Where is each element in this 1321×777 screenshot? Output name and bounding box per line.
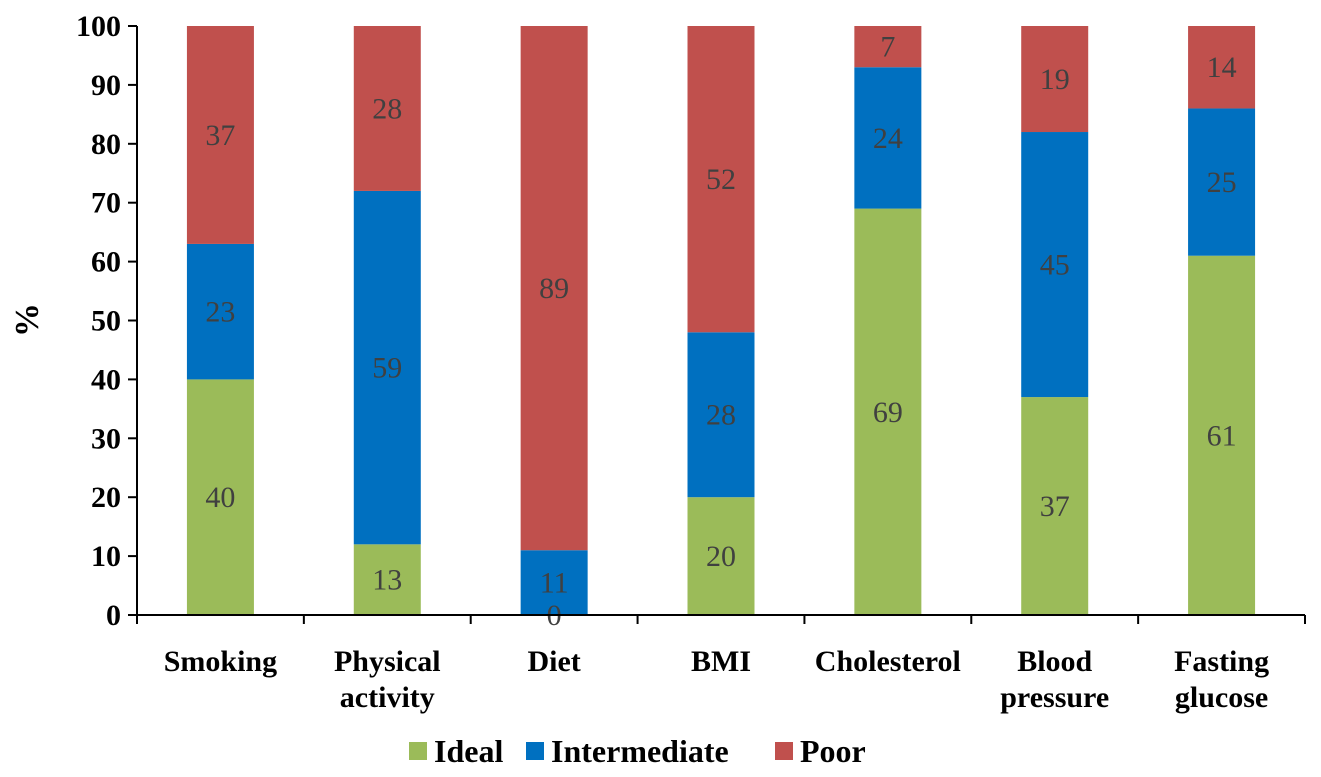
bar-segment-poor xyxy=(854,26,922,68)
data-label: 11 xyxy=(540,567,569,600)
data-label: 14 xyxy=(1207,51,1237,84)
data-label: 24 xyxy=(873,122,903,155)
x-tick-label: Diet xyxy=(527,645,580,678)
bars xyxy=(186,26,1256,615)
legend-swatch-intermediate xyxy=(526,742,544,760)
x-tick-label: Physical xyxy=(334,645,441,678)
y-tick-label: 90 xyxy=(91,69,121,102)
legend-label-ideal: Ideal xyxy=(434,733,503,769)
bar-segment-poor xyxy=(1021,26,1089,133)
bar-segment-ideal xyxy=(854,208,922,615)
x-tick-label: activity xyxy=(340,681,435,714)
data-label: 20 xyxy=(706,540,736,573)
bar-segment-intermediate xyxy=(520,550,588,615)
x-tick-label: pressure xyxy=(1000,681,1109,714)
bar-segment-ideal xyxy=(1021,397,1089,615)
data-label: 45 xyxy=(1040,249,1070,282)
y-tick-label: 30 xyxy=(91,422,121,455)
data-label: 13 xyxy=(372,564,402,597)
data-label: 28 xyxy=(372,92,402,125)
bar-segment-poor xyxy=(687,26,755,333)
y-axis-label: % xyxy=(9,303,46,337)
data-label: 59 xyxy=(372,352,402,385)
y-tick-label: 70 xyxy=(91,187,121,220)
y-tick-label: 60 xyxy=(91,246,121,279)
data-label: 40 xyxy=(205,481,235,514)
bar-segment-intermediate xyxy=(687,332,755,498)
data-label: 52 xyxy=(706,163,736,196)
y-tick-label: 40 xyxy=(91,363,121,396)
data-label: 37 xyxy=(1040,490,1070,523)
x-tick-label: glucose xyxy=(1175,681,1268,714)
y-tick-label: 80 xyxy=(91,128,121,161)
legend-swatch-ideal xyxy=(409,742,427,760)
data-label: 61 xyxy=(1207,419,1237,452)
y-axis: 0 10 20 30 40 50 60 70 80 90 100 xyxy=(76,10,138,632)
data-label: 7 xyxy=(880,31,895,64)
legend: Ideal Intermediate Poor xyxy=(409,733,866,769)
y-tick-label: 20 xyxy=(91,481,121,514)
bar-segment-intermediate xyxy=(353,190,421,545)
data-label: 23 xyxy=(205,296,235,329)
bar-segment-ideal xyxy=(1188,255,1256,615)
data-label: 25 xyxy=(1207,166,1237,199)
bar-segment-poor xyxy=(520,26,588,551)
data-label: 37 xyxy=(205,119,235,152)
x-tick-label: Blood xyxy=(1017,645,1092,678)
y-tick-label: 50 xyxy=(91,305,121,338)
y-tick-label: 0 xyxy=(106,599,121,632)
x-tick-label: Smoking xyxy=(164,645,277,678)
x-tick-label: Cholesterol xyxy=(815,645,961,678)
bar-segment-poor xyxy=(186,26,254,244)
legend-swatch-poor xyxy=(775,742,793,760)
bar-segment-intermediate xyxy=(1021,132,1089,398)
x-tick-label: Fasting xyxy=(1174,645,1269,678)
y-tick-label: 100 xyxy=(76,10,121,43)
data-label: 89 xyxy=(539,272,569,305)
data-label: 19 xyxy=(1040,63,1070,96)
bar-segment-poor xyxy=(353,26,421,191)
bar-segment-ideal xyxy=(687,497,755,615)
legend-label-intermediate: Intermediate xyxy=(551,733,729,769)
x-tick-label: BMI xyxy=(691,645,751,678)
bar-segment-intermediate xyxy=(1188,108,1256,256)
bar-segment-ideal xyxy=(186,379,254,615)
data-label: 69 xyxy=(873,396,903,429)
y-tick-label: 10 xyxy=(91,540,121,573)
bar-segment-intermediate xyxy=(186,243,254,380)
bar-segment-ideal xyxy=(353,544,421,615)
legend-label-poor: Poor xyxy=(800,733,866,769)
bar-segment-intermediate xyxy=(854,67,922,209)
bar-segment-poor xyxy=(1188,26,1256,109)
data-label: 28 xyxy=(706,399,736,432)
